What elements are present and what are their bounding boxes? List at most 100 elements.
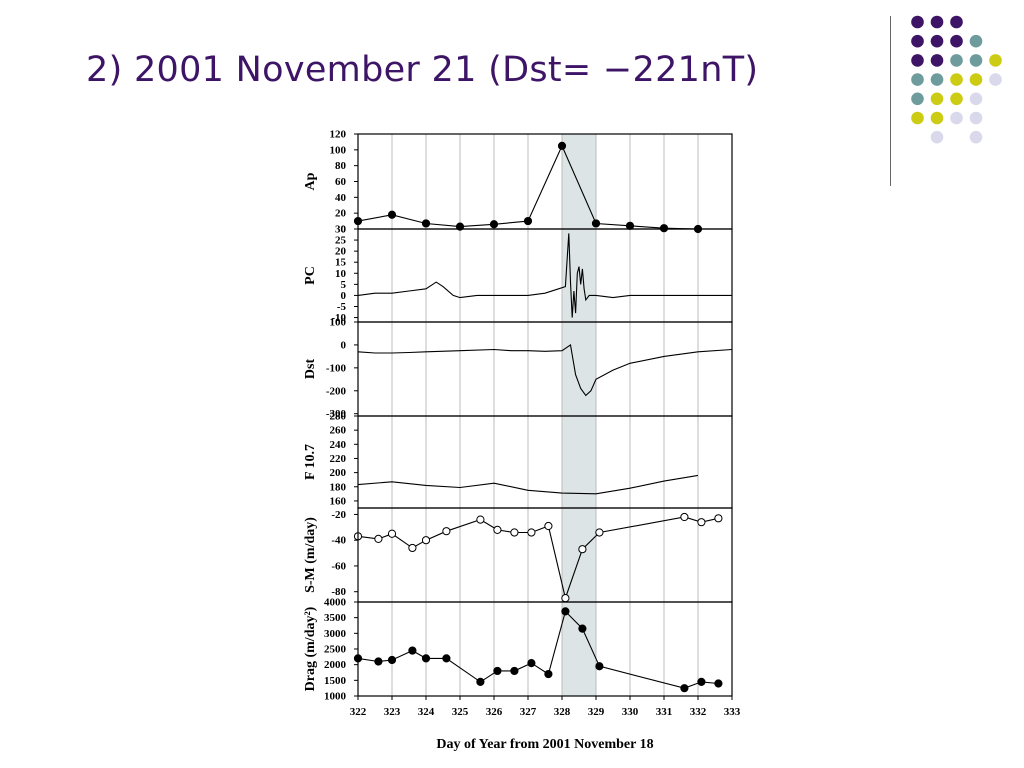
data-point: [544, 521, 553, 531]
decorative-dot: [930, 34, 944, 48]
x-tick-label: 323: [384, 706, 401, 718]
data-point: [527, 528, 536, 537]
data-point: [544, 669, 553, 679]
y-axis-label: F 10.7: [303, 444, 318, 480]
y-tick-label: 15: [335, 257, 347, 269]
data-point: [493, 525, 502, 534]
data-point: [476, 515, 485, 524]
data-point: [387, 655, 397, 665]
decorative-dot: [911, 92, 924, 106]
y-tick-label: -5: [337, 301, 347, 313]
y-tick-label: 0: [341, 224, 347, 236]
series-line: [357, 343, 733, 397]
decorative-dot: [930, 130, 944, 144]
data-point: [387, 529, 397, 538]
y-tick-label: 160: [330, 495, 347, 507]
decorative-dot: [911, 111, 924, 125]
y-tick-label: 260: [330, 425, 347, 437]
figure: 120 100 80 60 40 20 0 Ap 30 25 20 15 10 5 0 -5 -10 PC 100 0…: [280, 124, 750, 764]
y-tick-label: 180: [330, 481, 347, 493]
y-tick-label: 25: [335, 235, 347, 247]
x-tick-label: 328: [554, 706, 571, 718]
decorative-dot: [930, 92, 944, 106]
decorative-dot: [911, 73, 924, 86]
y-tick-label: 240: [330, 439, 347, 451]
decorative-dot: [930, 15, 944, 29]
x-tick-label: 325: [452, 706, 469, 718]
y-tick-label: -100: [326, 362, 347, 374]
data-point: [578, 545, 587, 554]
data-point: [421, 654, 431, 663]
decorative-dot: [950, 111, 963, 125]
y-tick-label: 10: [335, 268, 347, 280]
y-tick-label: 20: [335, 208, 347, 220]
panel-frame: [357, 601, 733, 697]
divider-line: [890, 16, 891, 186]
data-point: [476, 677, 485, 687]
decorative-dot: [930, 111, 944, 125]
data-point: [489, 220, 499, 229]
y-tick-label: 4000: [324, 597, 347, 609]
panel-frame: [357, 228, 733, 323]
data-point: [527, 659, 536, 668]
data-point: [591, 219, 601, 228]
data-point: [523, 216, 533, 226]
data-point: [714, 514, 723, 523]
y-tick-label: -80: [331, 586, 346, 598]
x-tick-label: 333: [724, 706, 741, 718]
data-point: [680, 684, 689, 693]
y-tick-label: 40: [335, 192, 347, 204]
y-tick-label: 80: [335, 160, 347, 172]
series-line: [357, 233, 732, 318]
data-point: [387, 210, 397, 219]
y-tick-label: 100: [330, 317, 347, 329]
y-tick-label: 3500: [324, 612, 347, 624]
panel-frame: [357, 415, 733, 509]
data-point: [374, 657, 383, 666]
x-tick-label: 327: [520, 706, 537, 718]
y-tick-label: -20: [331, 509, 346, 521]
decorative-dot: [969, 92, 983, 106]
data-point: [421, 219, 431, 228]
panel-frame: [357, 507, 733, 603]
data-point: [659, 224, 669, 233]
data-point: [510, 666, 519, 676]
y-tick-label: -60: [331, 560, 346, 572]
y-tick-label: 100: [330, 144, 347, 156]
data-point: [408, 646, 417, 655]
y-tick-label: -10: [331, 312, 346, 324]
decorative-dot: [989, 54, 1002, 67]
data-point: [374, 534, 383, 544]
data-point: [595, 662, 604, 671]
x-axis-label: Day of Year from 2001 November 18: [436, 737, 653, 752]
data-point: [697, 518, 706, 527]
decorative-dot: [989, 73, 1002, 86]
y-tick-label: 2500: [324, 644, 347, 656]
x-tick-label: 332: [690, 706, 707, 718]
decorative-dot: [950, 15, 963, 29]
decorative-dot: [950, 73, 963, 86]
x-tick-label: 330: [622, 706, 639, 718]
y-tick-label: 1000: [324, 691, 347, 703]
y-tick-label: 20: [335, 246, 347, 258]
y-tick-label: -300: [326, 408, 347, 420]
decorative-dot: [969, 34, 983, 48]
y-tick-label: -200: [326, 385, 347, 397]
decorative-dot: [950, 92, 963, 106]
data-point: [493, 666, 502, 676]
data-point: [697, 677, 706, 687]
y-tick-label: 3000: [324, 628, 347, 640]
x-tick-label: 326: [486, 706, 503, 718]
y-tick-label: -40: [331, 535, 346, 547]
y-axis-label: Drag (m/day²): [303, 606, 318, 691]
y-axis-label: Ap: [303, 172, 318, 190]
decorative-dot: [911, 15, 924, 29]
y-tick-label: 280: [330, 411, 347, 423]
series-line: [357, 474, 699, 495]
slide-title: 2) 2001 November 21 (Dst= −221nT): [86, 50, 759, 90]
decorative-dot: [969, 130, 983, 144]
y-tick-label: 0: [341, 290, 347, 302]
decorative-dot: [930, 54, 944, 67]
panel-frame: [357, 133, 733, 230]
x-tick-label: 324: [418, 706, 435, 718]
